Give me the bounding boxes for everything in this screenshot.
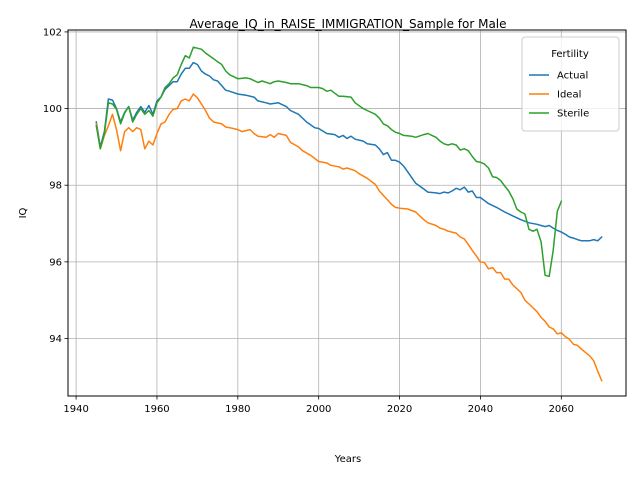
x-axis: 1940 1960 1980 2000 2020 2040 2060 [63, 396, 574, 415]
x-axis-label: Years [334, 454, 361, 465]
y-tick-label: 100 [43, 104, 62, 115]
y-axis-label: IQ [18, 207, 29, 218]
y-tick-label: 102 [43, 27, 62, 38]
y-tick-label: 98 [49, 181, 62, 192]
legend-label-actual: Actual [557, 71, 588, 82]
x-tick-label: 1980 [225, 404, 250, 415]
y-tick-label: 96 [49, 257, 62, 268]
x-tick-label: 2020 [387, 404, 412, 415]
y-axis: 94 96 98 100 102 [43, 27, 68, 345]
legend: Fertility Actual Ideal Sterile [521, 36, 620, 132]
series-line-sterile [95, 46, 563, 278]
y-tick-label: 94 [49, 334, 62, 345]
chart-title: Average_IQ_in_RAISE_IMMIGRATION_Sample f… [189, 17, 506, 31]
legend-label-ideal: Ideal [557, 90, 581, 101]
x-tick-label: 2040 [468, 404, 493, 415]
x-tick-label: 2000 [306, 404, 331, 415]
legend-title: Fertility [551, 49, 589, 60]
series-line-ideal [95, 93, 603, 382]
x-tick-label: 2060 [549, 404, 574, 415]
x-tick-label: 1960 [144, 404, 169, 415]
plot-area-frame [67, 29, 627, 397]
x-tick-label: 1940 [63, 404, 88, 415]
legend-label-sterile: Sterile [557, 109, 589, 120]
series-layer [95, 46, 603, 382]
legend-box [521, 36, 620, 132]
legend-entries: Actual Ideal Sterile [529, 71, 589, 120]
